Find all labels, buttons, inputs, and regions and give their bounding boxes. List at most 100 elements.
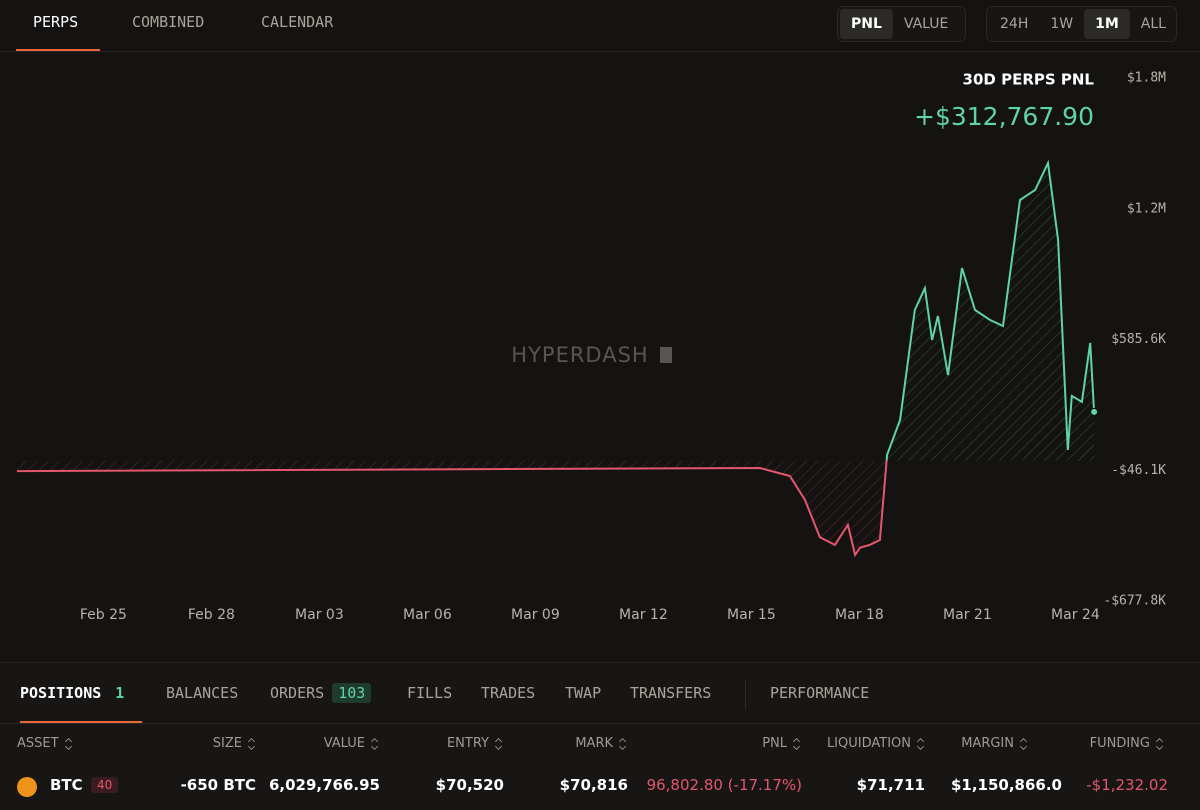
sort-icon: [1020, 738, 1027, 750]
table-cell: $1,150,866.0: [952, 776, 1062, 794]
header-label: FUNDING: [1089, 736, 1150, 751]
y-tick-label: $1.8M: [1127, 71, 1166, 86]
bottom-tab[interactable]: ORDERS 103: [270, 683, 372, 703]
sort-icon: [793, 738, 800, 750]
table-cell: $71,711: [835, 776, 925, 794]
cell-text: $1,150,866.0: [952, 776, 1062, 794]
sort-icon: [1156, 738, 1163, 750]
header-label: SIZE: [212, 736, 242, 751]
cell-text: -650 BTC: [180, 776, 256, 794]
toggle-button[interactable]: 1M: [1084, 9, 1130, 39]
tab-label: BALANCES: [166, 684, 239, 702]
area-positive: [17, 163, 1095, 461]
tab-label: FILLS: [407, 684, 453, 702]
cell-text: $70,520: [435, 776, 504, 794]
sort-icon: [619, 738, 626, 750]
tab-count: 1: [115, 684, 125, 702]
tab-label: POSITIONS: [20, 684, 102, 702]
tab-label: TWAP: [565, 684, 602, 702]
tab[interactable]: PERPS: [33, 13, 79, 31]
cell-text: 96,802.80 (-17.17%): [646, 776, 802, 794]
pnl-line: [16, 159, 1096, 558]
column-header[interactable]: SIZE: [213, 736, 255, 751]
tab-underline: [16, 49, 100, 51]
sort-icon: [495, 738, 502, 750]
table-cell: $70,520: [414, 776, 504, 794]
header-label: LIQUIDATION: [826, 736, 911, 751]
tab[interactable]: COMBINED: [132, 13, 205, 31]
column-header[interactable]: ENTRY: [447, 736, 502, 751]
x-tick-label: Mar 21: [943, 607, 992, 623]
y-tick-label: $585.6K: [1111, 332, 1166, 347]
sort-icon: [917, 738, 924, 750]
header-label: ASSET: [17, 736, 59, 751]
y-tick-label: -$46.1K: [1111, 463, 1166, 478]
chart-subtitle: +$312,767.90: [914, 102, 1094, 131]
divider: [0, 723, 1200, 724]
toggle-button[interactable]: 24H: [1000, 16, 1029, 32]
cell-text: $71,711: [856, 776, 925, 794]
tab-label: PERFORMANCE: [770, 684, 870, 702]
asset-name: BTC: [50, 776, 83, 794]
bottom-panel: [0, 662, 1200, 810]
x-tick-label: Mar 15: [727, 607, 776, 623]
header-label: VALUE: [323, 736, 365, 751]
toggle-button[interactable]: VALUE: [903, 16, 949, 32]
bottom-tab[interactable]: PERFORMANCE: [770, 684, 869, 702]
column-header[interactable]: FUNDING: [1090, 736, 1163, 751]
cell-text: 6,029,766.95: [268, 776, 380, 794]
chart: 30D PERPS PNL +$312,767.90 HYPERDASH -$6…: [16, 71, 1166, 623]
table-cell: $70,816: [548, 776, 628, 794]
x-tick-label: Mar 09: [511, 607, 560, 623]
bottom-tab[interactable]: TRANSFERS: [630, 684, 711, 702]
y-tick-label: -$677.8K: [1103, 594, 1166, 609]
column-header[interactable]: VALUE: [324, 736, 378, 751]
column-header[interactable]: LIQUIDATION: [827, 736, 924, 751]
toggle-button[interactable]: PNL: [840, 9, 893, 39]
sort-icon: [248, 738, 255, 750]
tab-label: TRANSFERS: [630, 684, 712, 702]
header-label: ENTRY: [446, 736, 489, 751]
sort-icon: [65, 738, 72, 750]
table-cell: -$1,232.02: [1073, 776, 1168, 794]
toggle-button[interactable]: 1W: [1050, 16, 1074, 32]
leverage-badge: 40: [91, 777, 119, 793]
range-toggle: 24H 1W 1M ALL: [986, 6, 1177, 42]
tab-label: ORDERS: [270, 684, 325, 702]
y-tick-label: $1.2M: [1127, 201, 1166, 216]
cell-text: $70,816: [559, 776, 628, 794]
header-label: MARGIN: [961, 736, 1014, 751]
end-dot: [1090, 407, 1099, 416]
tab[interactable]: CALENDAR: [261, 13, 334, 31]
divider: [0, 51, 1200, 52]
bottom-tab[interactable]: TWAP: [565, 684, 601, 702]
divider: [745, 680, 746, 710]
tab-underline: [20, 721, 142, 723]
watermark: HYPERDASH: [511, 343, 648, 367]
x-tick-label: Feb 25: [80, 607, 127, 623]
x-tick-label: Feb 28: [188, 607, 235, 623]
tab-label: TRADES: [481, 684, 536, 702]
header-label: MARK: [575, 736, 613, 751]
cell-text: -$1,232.02: [1086, 776, 1168, 794]
table-cell: -650 BTC: [166, 776, 256, 794]
asset-icon: [17, 777, 37, 797]
bottom-tab[interactable]: POSITIONS 1: [20, 684, 130, 702]
bottom-tab[interactable]: TRADES: [481, 684, 535, 702]
x-tick-label: Mar 18: [835, 607, 884, 623]
chart-title: 30D PERPS PNL: [963, 71, 1095, 89]
column-header[interactable]: MARGIN: [961, 736, 1027, 751]
header-label: PNL: [762, 736, 787, 751]
column-header[interactable]: MARK: [575, 736, 626, 751]
x-tick-label: Mar 06: [403, 607, 452, 623]
watermark-cursor: [660, 347, 672, 363]
toggle-button[interactable]: ALL: [1140, 16, 1166, 32]
column-header[interactable]: ASSET: [17, 736, 72, 751]
column-header[interactable]: PNL: [762, 736, 800, 751]
tab-count: 103: [332, 683, 372, 703]
table-cell: 6,029,766.95: [268, 776, 380, 794]
bottom-tab[interactable]: BALANCES: [166, 684, 238, 702]
bottom-tab[interactable]: FILLS: [407, 684, 452, 702]
table-cell: 96,802.80 (-17.17%): [627, 776, 802, 794]
